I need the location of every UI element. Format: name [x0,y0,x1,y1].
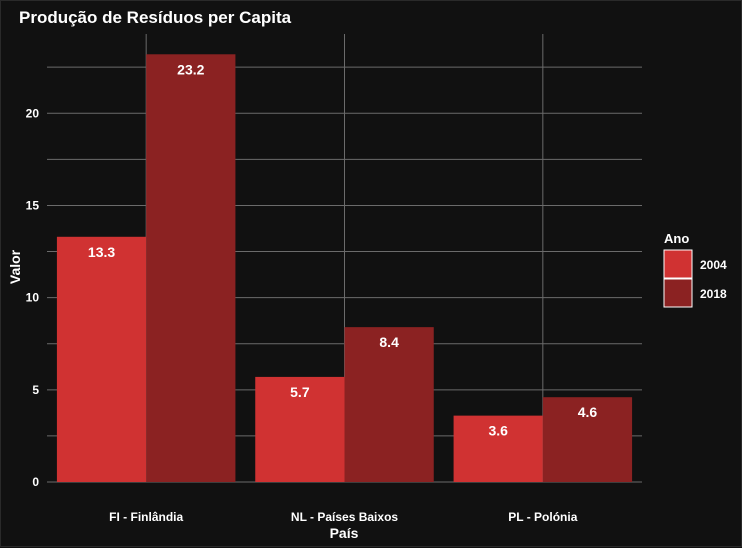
legend-swatch-2018 [663,278,693,308]
y-tick-label: 15 [26,198,40,212]
bar-2018-2 [542,397,633,482]
bar-2018-0 [146,54,236,482]
legend-title: Ano [664,231,689,246]
data-label: 4.6 [578,404,598,420]
data-label: 8.4 [379,334,399,350]
legend-label: 2018 [700,287,727,301]
bar-2018-1 [344,327,434,482]
data-labels: 13.3 5.7 3.6 23.2 8.4 4.6 [88,61,597,438]
y-tick-label: 5 [32,383,39,397]
x-axis-ticks: FI - Finlândia NL - Países Baixos PL - Pol… [109,510,578,524]
bar-2004-0 [56,236,147,482]
bar-2004-1 [255,376,345,482]
chart-title: Produção de Resíduos per Capita [19,8,292,27]
legend-label: 2004 [700,258,727,272]
x-tick-label: PL - Polónia [508,510,577,524]
data-label: 13.3 [88,244,115,260]
x-tick-label: FI - Finlândia [109,510,183,524]
x-axis-label: País [330,525,359,541]
data-label: 23.2 [177,61,204,77]
legend: Ano 2004 2018 [663,231,727,308]
bars [56,54,633,482]
legend-swatch-2004 [663,249,693,279]
y-axis-ticks: 0 5 10 15 20 [26,106,40,489]
y-tick-label: 10 [26,291,40,305]
y-axis-label: Valor [7,249,23,284]
y-tick-label: 20 [26,106,40,120]
x-tick-label: NL - Países Baixos [291,510,398,524]
data-label: 5.7 [290,384,310,400]
y-tick-label: 0 [32,475,39,489]
bar-2004-2 [453,415,543,482]
data-label: 3.6 [488,423,508,439]
